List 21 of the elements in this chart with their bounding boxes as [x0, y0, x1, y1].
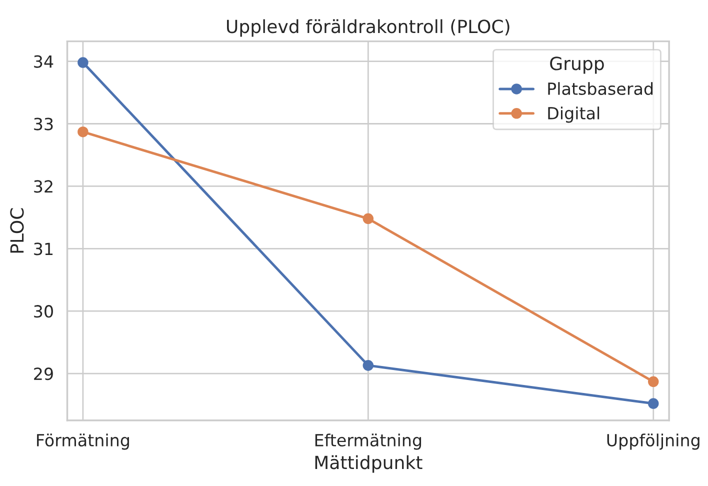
x-axis-title: Mättidpunkt	[315, 455, 422, 473]
point	[362, 360, 374, 371]
y-tick-label: 32	[34, 180, 52, 193]
point	[362, 213, 374, 224]
y-tick-label: 34	[34, 55, 54, 68]
point	[648, 376, 659, 388]
y-axis-title: PLOC	[10, 208, 24, 253]
x-tick-label: Förmätning	[37, 434, 129, 450]
y-tick-label: 29	[34, 368, 53, 380]
legend-title: Grupp	[550, 56, 604, 74]
x-tick-label: Eftermätning	[315, 434, 422, 450]
y-tick-label: 30	[34, 305, 53, 318]
x-tick-label: Uppföljning	[607, 434, 700, 450]
point	[648, 398, 659, 409]
y-tick-label: 31	[34, 242, 53, 256]
legend-label: Digital	[548, 106, 600, 123]
y-tick-label: 33	[34, 118, 53, 130]
point	[78, 126, 88, 138]
legend-label: Platsbaserad	[548, 82, 653, 96]
chart-title: Upplevd föräldrakontroll (PLOC)	[227, 19, 510, 37]
point	[78, 57, 88, 68]
